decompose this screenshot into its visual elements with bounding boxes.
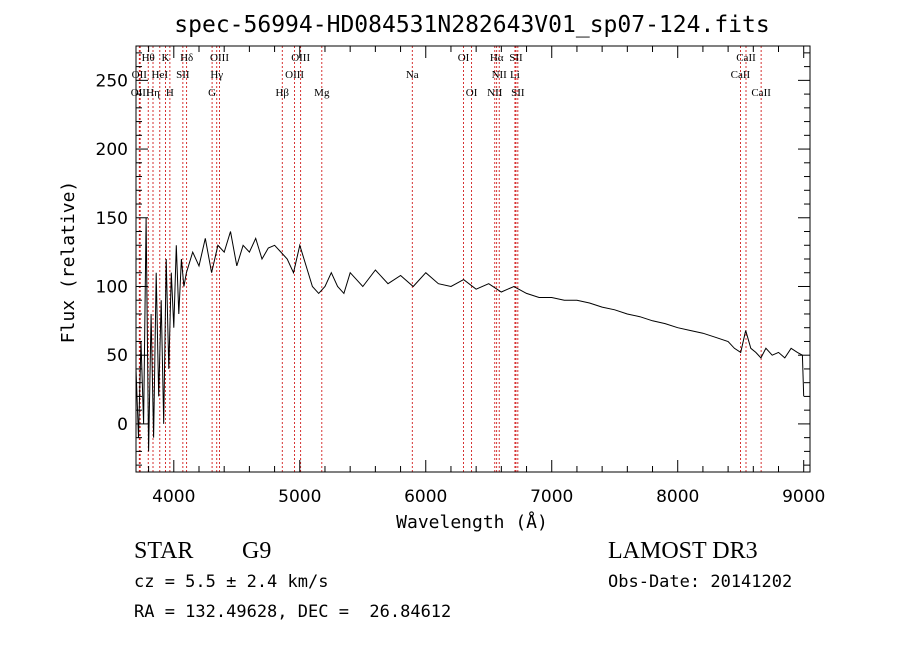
x-tick-label-5000: 5000: [278, 487, 321, 507]
x-tick-label-8000: 8000: [656, 487, 699, 507]
marker-label-19: NII: [487, 87, 503, 99]
marker-label-6: H: [166, 87, 174, 99]
y-axis-label: Flux (relative): [58, 181, 79, 344]
marker-label-0: OII: [132, 69, 148, 81]
marker-label-23: SII: [509, 52, 523, 64]
marker-label-8: Hδ: [180, 52, 193, 64]
object-subclass: G9: [242, 538, 272, 564]
marker-label-18: OI: [466, 87, 478, 99]
marker-label-5: K: [162, 52, 170, 64]
x-axis-ticks: 4000 5000 6000 7000 8000 9000: [148, 46, 825, 507]
marker-label-9: G: [208, 87, 216, 99]
x-tick-label-4000: 4000: [152, 487, 195, 507]
line-marker-labels: OIIOIIIHθHηHeIKHSIIHδGHγOIIIHβOIIIOIIIMg…: [131, 52, 772, 99]
survey-name: LAMOST DR3: [608, 538, 758, 564]
marker-label-25: CaII: [731, 69, 751, 81]
line-marker-group: [138, 46, 762, 472]
y-tick-label-50: 50: [106, 346, 128, 366]
marker-label-2: Hθ: [142, 52, 155, 64]
spectrum-line: [135, 217, 805, 452]
marker-label-21: NII: [492, 69, 508, 81]
marker-label-3: Hη: [146, 87, 160, 99]
x-axis-label: Wavelength (Å): [396, 511, 548, 533]
marker-label-24: SII: [511, 87, 525, 99]
plot-frame: [135, 45, 811, 473]
marker-label-4: HeI: [152, 69, 169, 81]
y-tick-label-200: 200: [96, 140, 128, 160]
marker-label-10: Hγ: [210, 69, 223, 81]
marker-label-11: OIII: [210, 52, 229, 64]
marker-label-12: Hβ: [275, 87, 289, 99]
marker-label-14: OIII: [291, 52, 310, 64]
marker-label-16: Na: [406, 69, 419, 81]
y-axis-ticks: 0 50 100 150 200 250: [96, 52, 810, 466]
y-tick-label-0: 0: [117, 415, 128, 435]
object-class: STAR: [134, 538, 194, 564]
y-tick-label-250: 250: [96, 71, 128, 91]
marker-label-17: OI: [458, 52, 470, 64]
x-tick-label-6000: 6000: [404, 487, 447, 507]
x-tick-label-9000: 9000: [782, 487, 825, 507]
marker-label-22: Li: [510, 69, 520, 81]
obs-date: Obs-Date: 20141202: [608, 572, 793, 592]
marker-label-27: CaII: [751, 87, 771, 99]
redshift-text: cz = 5.5 ± 2.4 km/s: [134, 572, 329, 592]
y-tick-label-100: 100: [96, 277, 128, 297]
marker-label-20: Hα: [490, 52, 504, 64]
y-tick-label-150: 150: [96, 209, 128, 229]
chart-title: spec-56994-HD084531N282643V01_sp07-124.f…: [174, 12, 769, 38]
marker-label-13: OIII: [285, 69, 304, 81]
x-tick-label-7000: 7000: [530, 487, 573, 507]
marker-label-15: Mg: [314, 87, 330, 99]
marker-label-1: OIII: [131, 87, 150, 99]
marker-label-26: CaII: [736, 52, 756, 64]
marker-label-7: SII: [176, 69, 190, 81]
coordinates: RA = 132.49628, DEC = 26.84612: [134, 602, 452, 622]
